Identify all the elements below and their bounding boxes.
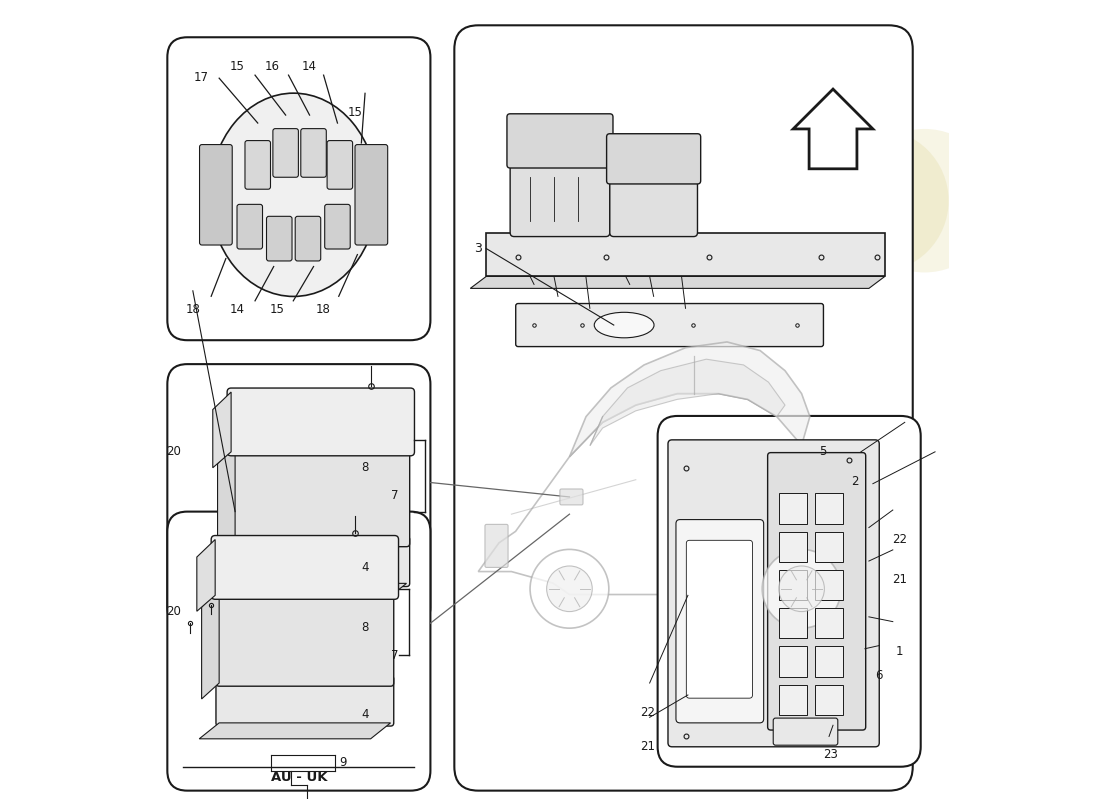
Ellipse shape — [594, 312, 654, 338]
Ellipse shape — [210, 93, 377, 297]
Text: a passion for: a passion for — [666, 381, 801, 419]
FancyBboxPatch shape — [658, 416, 921, 766]
Text: parts since 1985: parts since 1985 — [670, 426, 845, 470]
Text: 18: 18 — [186, 302, 200, 316]
FancyBboxPatch shape — [167, 38, 430, 340]
FancyBboxPatch shape — [216, 676, 394, 726]
Text: 21: 21 — [640, 740, 654, 754]
FancyBboxPatch shape — [773, 718, 838, 745]
Text: 3: 3 — [474, 242, 482, 255]
Polygon shape — [793, 89, 873, 169]
Text: 7: 7 — [390, 649, 398, 662]
Bar — [779, 646, 806, 677]
Text: 2: 2 — [850, 475, 858, 488]
Text: 7: 7 — [390, 489, 398, 502]
Circle shape — [805, 129, 948, 273]
Text: eurospares: eurospares — [559, 278, 892, 330]
Text: 9: 9 — [339, 756, 346, 770]
FancyBboxPatch shape — [560, 489, 583, 505]
Bar — [815, 608, 843, 638]
Polygon shape — [197, 539, 216, 611]
FancyBboxPatch shape — [668, 440, 879, 746]
FancyBboxPatch shape — [355, 145, 387, 245]
Polygon shape — [570, 342, 810, 457]
Text: 4: 4 — [361, 561, 368, 574]
Text: AU - UK: AU - UK — [271, 771, 327, 784]
Text: 5: 5 — [820, 446, 826, 458]
FancyBboxPatch shape — [266, 216, 292, 261]
Text: 22: 22 — [640, 706, 654, 719]
Bar — [779, 608, 806, 638]
Text: 8: 8 — [362, 462, 369, 474]
FancyBboxPatch shape — [236, 204, 263, 249]
Circle shape — [779, 566, 824, 611]
Text: 15: 15 — [230, 60, 245, 74]
FancyBboxPatch shape — [609, 169, 697, 237]
FancyBboxPatch shape — [211, 535, 398, 599]
Circle shape — [547, 566, 592, 611]
FancyBboxPatch shape — [216, 584, 394, 686]
FancyBboxPatch shape — [324, 204, 350, 249]
FancyBboxPatch shape — [245, 141, 271, 190]
Circle shape — [852, 129, 997, 273]
Polygon shape — [201, 587, 219, 699]
FancyBboxPatch shape — [768, 453, 866, 730]
FancyBboxPatch shape — [507, 114, 613, 168]
FancyBboxPatch shape — [167, 364, 430, 627]
Text: 23: 23 — [823, 748, 838, 762]
Bar — [815, 646, 843, 677]
Text: 4: 4 — [361, 709, 368, 722]
FancyBboxPatch shape — [232, 441, 409, 546]
FancyBboxPatch shape — [676, 519, 763, 723]
Text: 15: 15 — [270, 302, 285, 316]
Text: 14: 14 — [301, 60, 317, 74]
Text: 15: 15 — [348, 106, 362, 119]
Polygon shape — [478, 394, 893, 594]
Circle shape — [530, 550, 608, 628]
Bar — [815, 570, 843, 600]
Text: 21: 21 — [892, 573, 906, 586]
Text: 17: 17 — [194, 70, 209, 84]
FancyBboxPatch shape — [606, 134, 701, 184]
Bar — [779, 570, 806, 600]
Text: 1: 1 — [895, 645, 903, 658]
FancyBboxPatch shape — [227, 388, 415, 456]
FancyBboxPatch shape — [516, 303, 824, 346]
Bar — [779, 531, 806, 562]
Polygon shape — [591, 359, 785, 446]
Text: 8: 8 — [362, 621, 369, 634]
Bar — [815, 531, 843, 562]
FancyBboxPatch shape — [273, 129, 298, 178]
Bar — [486, 233, 884, 277]
Text: 22: 22 — [892, 533, 906, 546]
FancyBboxPatch shape — [199, 145, 232, 245]
Bar — [779, 494, 806, 523]
Circle shape — [762, 550, 842, 628]
Bar — [779, 685, 806, 715]
Text: 20: 20 — [166, 605, 182, 618]
FancyBboxPatch shape — [327, 141, 353, 190]
FancyBboxPatch shape — [686, 540, 752, 698]
Text: 14: 14 — [230, 302, 245, 316]
FancyBboxPatch shape — [232, 536, 409, 586]
FancyBboxPatch shape — [485, 524, 508, 567]
Bar — [815, 494, 843, 523]
FancyBboxPatch shape — [167, 512, 430, 790]
Polygon shape — [218, 444, 235, 559]
Text: 6: 6 — [874, 669, 882, 682]
Bar — [815, 685, 843, 715]
FancyBboxPatch shape — [510, 153, 609, 237]
Text: 18: 18 — [316, 302, 330, 316]
Polygon shape — [471, 277, 884, 288]
Text: 20: 20 — [166, 446, 182, 458]
FancyBboxPatch shape — [454, 26, 913, 790]
Polygon shape — [212, 392, 231, 468]
Text: 16: 16 — [265, 60, 280, 74]
FancyBboxPatch shape — [300, 129, 327, 178]
Polygon shape — [216, 583, 407, 599]
FancyBboxPatch shape — [295, 216, 321, 261]
Polygon shape — [199, 723, 390, 739]
